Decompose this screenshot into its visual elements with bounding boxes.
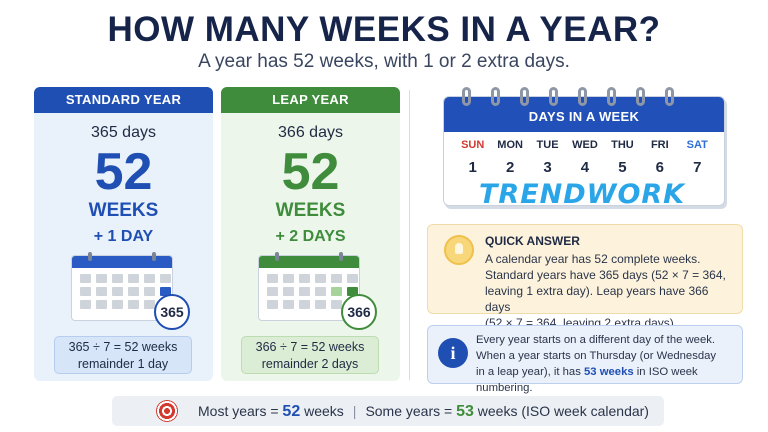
quick-answer-title: QUICK ANSWER	[485, 234, 580, 248]
watermark: TRENDWORK	[479, 179, 686, 206]
ring-icon	[636, 87, 645, 106]
text-part: weeks	[300, 403, 344, 419]
ring-icon	[88, 252, 92, 261]
leap-days: 366 days	[278, 124, 343, 141]
text-line: Every year starts on a different day of …	[476, 334, 716, 346]
footer-summary: Most years = 52 weeks | Some years = 53 we…	[112, 396, 664, 426]
info-icon: i	[438, 338, 468, 368]
calc-line: remainder 2 days	[261, 357, 359, 371]
standard-extra-days: + 1 DAY	[93, 228, 154, 245]
day-name: THU	[611, 139, 634, 151]
text-part: Some years =	[365, 403, 457, 419]
standard-weeks-number: 52	[94, 143, 153, 201]
day-number: 3	[543, 159, 552, 176]
ring-icon	[520, 87, 529, 106]
day-number: 5	[618, 159, 627, 176]
info-box: i Every year starts on a different day o…	[427, 325, 743, 394]
text-part: weeks (ISO week calendar)	[473, 403, 649, 419]
leap-calculation: 366 ÷ 7 = 52 weeks remainder 2 days	[241, 336, 379, 374]
page-subtitle: A year has 52 weeks, with 1 or 2 extra d…	[198, 51, 570, 72]
separator: |	[352, 403, 357, 419]
day-number: 2	[505, 159, 515, 176]
highlight-53-weeks: 53 weeks	[584, 366, 634, 378]
text-line: When a year starts on Thursday (or Wedne…	[476, 350, 717, 362]
quick-answer-box: QUICK ANSWER A calendar year has 52 comp…	[427, 224, 743, 330]
ring-icon	[549, 87, 558, 106]
day-number: 6	[655, 159, 664, 176]
week-calendar: DAYS IN A WEEK SUN MON TUE WED THU FRI S…	[443, 96, 725, 206]
text-part: Most years =	[198, 403, 283, 419]
day-name: FRI	[650, 139, 669, 151]
text-line: Standard years have 365 days (52 × 7 = 3…	[485, 268, 726, 282]
calc-line: 366 ÷ 7 = 52 weeks	[255, 340, 365, 354]
standard-calculation: 365 ÷ 7 = 52 weeks remainder 1 day	[54, 336, 192, 374]
ring-icon	[339, 252, 343, 261]
day-name: SUN	[461, 139, 485, 151]
leap-year-header: LEAP YEAR	[221, 87, 400, 113]
quick-answer-text: A calendar year has 52 complete weeks. S…	[485, 251, 737, 331]
day-number: 7	[693, 159, 702, 176]
ring-icon	[462, 87, 471, 106]
leap-extra-days: + 2 DAYS	[275, 228, 346, 245]
leap-weeks-label: WEEKS	[275, 200, 346, 221]
days-badge: 366	[341, 294, 377, 330]
calendar-icon	[258, 252, 360, 321]
day-names-row: SUN MON TUE WED THU FRI SAT	[454, 139, 716, 151]
target-icon	[156, 400, 178, 422]
day-name: WED	[572, 139, 598, 151]
calc-line: 365 ÷ 7 = 52 weeks	[68, 340, 178, 354]
standard-weeks-label: WEEKS	[88, 200, 159, 221]
calc-line: remainder 1 day	[77, 357, 169, 371]
ring-icon	[578, 87, 587, 106]
ring-icon	[152, 252, 156, 261]
days-badge: 365	[154, 294, 190, 330]
day-name: TUE	[536, 139, 559, 151]
divider	[409, 90, 410, 380]
lightbulb-icon	[444, 235, 474, 265]
ring-icon	[491, 87, 500, 106]
text-line: leaving 1 extra day). Leap years have 36…	[485, 284, 709, 314]
standard-year-card: STANDARD YEAR 365 days 52 WEEKS + 1 DAY …	[34, 87, 213, 381]
text-line: A calendar year has 52 complete weeks.	[485, 252, 701, 266]
footer-text: Most years = 52 weeks | Some years = 53 we…	[198, 403, 649, 421]
ring-icon	[665, 87, 674, 106]
text-part: in a leap year), it has	[476, 366, 585, 378]
day-number: 4	[580, 159, 590, 176]
day-number: 1	[468, 159, 477, 176]
some-years-number: 53	[456, 403, 474, 420]
standard-days: 365 days	[91, 124, 156, 141]
ring-icon	[275, 252, 279, 261]
page-title: HOW MANY WEEKS IN A YEAR?	[107, 10, 661, 49]
leap-weeks-number: 52	[281, 143, 340, 201]
day-numbers-row: 1 2 3 4 5 6 7	[454, 159, 716, 176]
most-years-number: 52	[282, 403, 301, 420]
text-part: in ISO week numbering.	[476, 366, 698, 394]
leap-year-card: LEAP YEAR 366 days 52 WEEKS + 2 DAYS 366…	[221, 87, 400, 381]
ring-icon	[607, 87, 616, 106]
standard-year-header: STANDARD YEAR	[34, 87, 213, 113]
day-name: MON	[497, 139, 523, 151]
info-text: Every year starts on a different day of …	[476, 332, 742, 396]
day-name: SAT	[686, 139, 708, 151]
text-line: in a leap year), it has 53 weeks in ISO …	[476, 364, 742, 396]
